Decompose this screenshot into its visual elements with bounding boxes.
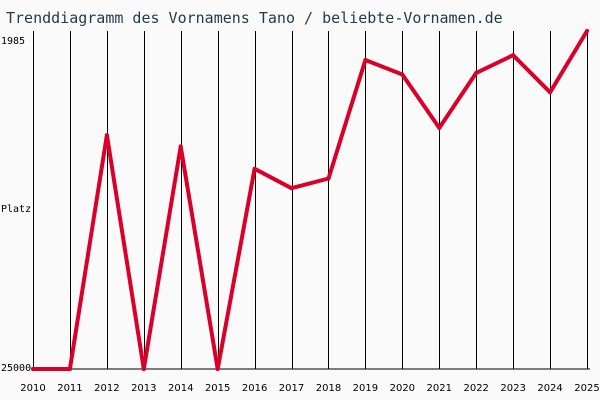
data-point-2019 xyxy=(363,58,368,63)
data-point-2015 xyxy=(215,367,220,371)
x-tick-label-2018: 2018 xyxy=(316,383,341,394)
x-tick-label-2022: 2022 xyxy=(463,383,488,394)
x-tick-label-2016: 2016 xyxy=(242,383,267,394)
data-point-2024 xyxy=(548,90,553,95)
data-points xyxy=(31,29,589,371)
x-tick-label-2021: 2021 xyxy=(427,383,452,394)
x-tick-label-2010: 2010 xyxy=(20,383,45,394)
x-tick-label-2011: 2011 xyxy=(57,383,82,394)
series-line xyxy=(31,29,589,371)
chart-title: Trenddiagramm des Vornamens Tano / belie… xyxy=(6,9,503,27)
x-tick-label-2012: 2012 xyxy=(94,383,119,394)
data-point-2018 xyxy=(326,176,331,181)
data-point-2021 xyxy=(437,125,442,130)
x-tick-labels: 2010 2011 2012 2013 2014 2015 2016 2017 2018 2019… xyxy=(20,383,599,394)
x-tick-label-2019: 2019 xyxy=(353,383,378,394)
x-tick-label-2023: 2023 xyxy=(500,383,525,394)
data-point-2014 xyxy=(178,144,183,149)
data-point-2016 xyxy=(252,166,257,171)
x-tick-label-2020: 2020 xyxy=(390,383,415,394)
x-tick-label-2013: 2013 xyxy=(131,383,156,394)
gridlines xyxy=(33,31,588,369)
data-point-2020 xyxy=(400,72,405,77)
x-tick-label-2024: 2024 xyxy=(537,383,562,394)
data-point-2013 xyxy=(141,367,146,371)
x-tick-label-2025: 2025 xyxy=(574,383,599,394)
data-point-2010 xyxy=(31,367,35,371)
y-axis-label: Platz xyxy=(1,204,31,215)
data-point-2012 xyxy=(104,133,109,138)
y-bottom-label: 25000 xyxy=(1,363,31,374)
data-point-2022 xyxy=(474,70,479,75)
x-tick-label-2014: 2014 xyxy=(168,383,193,394)
data-point-2025 xyxy=(585,29,589,33)
y-top-label: 1985 xyxy=(1,36,25,47)
data-point-2023 xyxy=(511,53,516,58)
x-tick-label-2017: 2017 xyxy=(279,383,304,394)
x-tick-label-2015: 2015 xyxy=(205,383,230,394)
data-point-2011 xyxy=(67,367,72,371)
data-point-2017 xyxy=(289,186,294,191)
